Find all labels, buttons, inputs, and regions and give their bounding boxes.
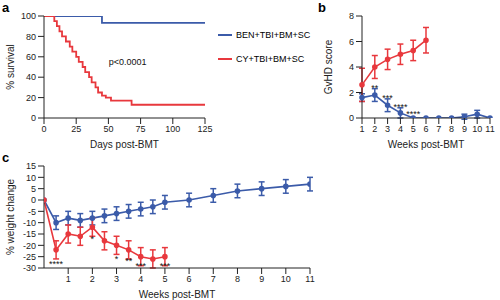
svg-text:-5: -5 xyxy=(28,207,36,217)
svg-text:3: 3 xyxy=(114,274,119,284)
svg-text:8: 8 xyxy=(235,274,240,284)
svg-text:Days post-BMT: Days post-BMT xyxy=(90,139,159,150)
svg-text:5: 5 xyxy=(31,184,36,194)
svg-text:25: 25 xyxy=(71,124,81,134)
svg-text:60: 60 xyxy=(26,52,36,62)
svg-text:20: 20 xyxy=(26,93,36,103)
svg-text:11: 11 xyxy=(305,274,314,284)
svg-text:9: 9 xyxy=(259,274,264,284)
html-text:BEN+TBI+BM+SC: BEN+TBI+BM+SC xyxy=(236,30,311,40)
svg-text:*: * xyxy=(115,254,119,264)
svg-text:5: 5 xyxy=(411,124,416,134)
svg-text:11: 11 xyxy=(485,124,492,134)
svg-text:3: 3 xyxy=(385,124,390,134)
svg-text:8: 8 xyxy=(449,124,454,134)
svg-text:6: 6 xyxy=(187,274,192,284)
svg-text:***: *** xyxy=(382,93,393,103)
svg-text:0: 0 xyxy=(31,113,36,123)
html-text:CY+TBI+BM+SC: CY+TBI+BM+SC xyxy=(236,54,305,64)
svg-text:75: 75 xyxy=(136,124,146,134)
svg-text:-15: -15 xyxy=(23,229,36,239)
svg-text:10: 10 xyxy=(26,173,36,183)
svg-text:50: 50 xyxy=(103,124,113,134)
svg-text:100: 100 xyxy=(165,124,180,134)
svg-text:125: 125 xyxy=(197,124,212,134)
svg-text:7: 7 xyxy=(211,274,216,284)
svg-text:9: 9 xyxy=(462,124,467,134)
svg-text:0: 0 xyxy=(41,124,46,134)
svg-text:-30: -30 xyxy=(23,263,36,273)
svg-text:5: 5 xyxy=(162,274,167,284)
html-text:b: b xyxy=(318,0,326,15)
svg-text:**: ** xyxy=(125,256,133,266)
svg-text:4: 4 xyxy=(398,124,403,134)
svg-text:***: *** xyxy=(135,261,146,271)
svg-text:4: 4 xyxy=(349,62,354,72)
svg-text:% survival: % survival xyxy=(8,44,16,90)
svg-text:10: 10 xyxy=(281,274,291,284)
svg-text:2: 2 xyxy=(372,124,377,134)
svg-text:8: 8 xyxy=(349,11,354,21)
svg-text:-10: -10 xyxy=(23,218,36,228)
svg-text:0: 0 xyxy=(349,113,354,123)
html-text:a: a xyxy=(2,0,10,15)
svg-text:****: **** xyxy=(406,109,421,119)
svg-text:40: 40 xyxy=(26,72,36,82)
svg-text:2: 2 xyxy=(349,88,354,98)
svg-text:***: *** xyxy=(160,261,171,271)
svg-text:GvHD score: GvHD score xyxy=(323,39,334,94)
svg-text:% weight change: % weight change xyxy=(8,178,16,255)
svg-text:6: 6 xyxy=(349,37,354,47)
svg-text:15: 15 xyxy=(26,161,36,171)
svg-text:1: 1 xyxy=(359,124,364,134)
svg-text:4: 4 xyxy=(138,274,143,284)
svg-text:*: * xyxy=(91,234,95,244)
html-text:c: c xyxy=(2,150,10,165)
svg-text:6: 6 xyxy=(423,124,428,134)
svg-text:100: 100 xyxy=(21,11,36,21)
svg-text:2: 2 xyxy=(90,274,95,284)
svg-text:p<0.0001: p<0.0001 xyxy=(109,57,147,67)
svg-text:Weeks post-BMT: Weeks post-BMT xyxy=(139,289,216,300)
svg-text:-20: -20 xyxy=(23,241,36,251)
svg-text:****: **** xyxy=(49,259,64,269)
svg-text:0: 0 xyxy=(31,195,36,205)
svg-text:7: 7 xyxy=(436,124,441,134)
svg-text:10: 10 xyxy=(472,124,482,134)
svg-text:1: 1 xyxy=(66,274,71,284)
svg-text:Weeks post-BMT: Weeks post-BMT xyxy=(388,139,465,150)
svg-text:-25: -25 xyxy=(23,252,36,262)
svg-text:80: 80 xyxy=(26,32,36,42)
svg-text:**: ** xyxy=(371,83,379,93)
